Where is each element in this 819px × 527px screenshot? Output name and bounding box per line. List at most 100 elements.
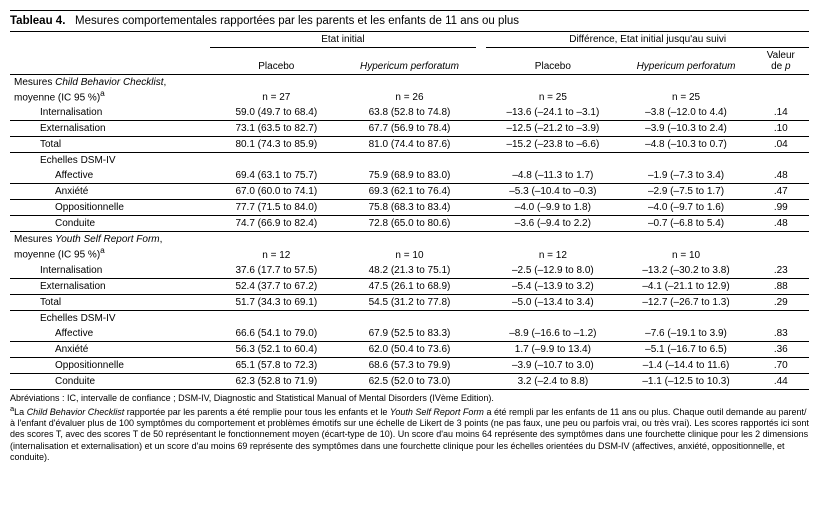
- table-cell: 75.8 (68.3 to 83.4): [343, 200, 476, 216]
- table-cell: [753, 310, 809, 326]
- table-row: Affective66.6 (54.1 to 79.0)67.9 (52.5 t…: [10, 326, 809, 342]
- table-cell: 68.6 (57.3 to 79.9): [343, 357, 476, 373]
- table-cell: n = 26: [343, 75, 476, 106]
- table-cell: –8.9 (–16.6 to –1.2): [486, 326, 619, 342]
- table-cell: –4.0 (–9.7 to 1.6): [619, 200, 752, 216]
- table-cell: 72.8 (65.0 to 80.6): [343, 216, 476, 232]
- table-cell: 56.3 (52.1 to 60.4): [210, 341, 343, 357]
- table-cell: .10: [753, 121, 809, 137]
- col-placebo-d: Placebo: [486, 48, 619, 75]
- table-row: Anxiété67.0 (60.0 to 74.1)69.3 (62.1 to …: [10, 184, 809, 200]
- table-cell: Echelles DSM-IV: [10, 153, 210, 169]
- table-cell: –12.7 (–26.7 to 1.3): [619, 294, 752, 310]
- table-cell: 59.0 (49.7 to 68.4): [210, 105, 343, 121]
- table-cell: n = 12: [486, 232, 619, 263]
- table-cell: Conduite: [10, 373, 210, 389]
- table-cell: –5.3 (–10.4 to –0.3): [486, 184, 619, 200]
- table-cell: –7.6 (–19.1 to 3.9): [619, 326, 752, 342]
- table-cell: –1.9 (–7.3 to 3.4): [619, 168, 752, 184]
- table-cell: Echelles DSM-IV: [10, 310, 210, 326]
- title-prefix: Tableau 4.: [10, 15, 65, 27]
- section-header-ysr: Mesures Youth Self Report Form, moyenne …: [10, 232, 809, 263]
- table-cell: [619, 310, 752, 326]
- table-cell: [476, 326, 486, 342]
- table-cell: 67.0 (60.0 to 74.1): [210, 184, 343, 200]
- table-cell: 62.5 (52.0 to 73.0): [343, 373, 476, 389]
- table-cell: [476, 184, 486, 200]
- table-cell: .48: [753, 168, 809, 184]
- table-cell: –5.0 (–13.4 to 3.4): [486, 294, 619, 310]
- table-cell: Internalisation: [10, 263, 210, 279]
- footnote-abbr: Abréviations : IC, intervalle de confian…: [10, 393, 809, 404]
- table-cell: [476, 294, 486, 310]
- title-rest: Mesures comportementales rapportées par …: [75, 15, 519, 27]
- table-row: Oppositionnelle77.7 (71.5 to 84.0)75.8 (…: [10, 200, 809, 216]
- table-cell: 3.2 (–2.4 to 8.8): [486, 373, 619, 389]
- table-cell: –2.5 (–12.9 to 8.0): [486, 263, 619, 279]
- table-cell: 75.9 (68.9 to 83.0): [343, 168, 476, 184]
- table-cell: 47.5 (26.1 to 68.9): [343, 278, 476, 294]
- table-cell: Affective: [10, 168, 210, 184]
- table-cell: [343, 153, 476, 169]
- table-cell: –5.4 (–13.9 to 3.2): [486, 278, 619, 294]
- table-row: Internalisation59.0 (49.7 to 68.4)63.8 (…: [10, 105, 809, 121]
- table-cell: 69.4 (63.1 to 75.7): [210, 168, 343, 184]
- table-cell: –2.9 (–7.5 to 1.7): [619, 184, 752, 200]
- table-cell: [476, 75, 486, 106]
- table-cell: n = 25: [619, 75, 752, 106]
- table-cell: [753, 232, 809, 263]
- table-cell: .48: [753, 216, 809, 232]
- table-row: Total80.1 (74.3 to 85.9)81.0 (74.4 to 87…: [10, 137, 809, 153]
- table-cell: [753, 153, 809, 169]
- table-cell: 65.1 (57.8 to 72.3): [210, 357, 343, 373]
- table-cell: 80.1 (74.3 to 85.9): [210, 137, 343, 153]
- table-cell: –4.0 (–9.9 to 1.8): [486, 200, 619, 216]
- table-cell: –3.9 (–10.3 to 2.4): [619, 121, 752, 137]
- table-cell: .44: [753, 373, 809, 389]
- table-row: Externalisation73.1 (63.5 to 82.7)67.7 (…: [10, 121, 809, 137]
- table-row: Total51.7 (34.3 to 69.1)54.5 (31.2 to 77…: [10, 294, 809, 310]
- table-cell: .36: [753, 341, 809, 357]
- table-cell: 51.7 (34.3 to 69.1): [210, 294, 343, 310]
- table-cell: .23: [753, 263, 809, 279]
- dsm-header: Echelles DSM-IV: [10, 153, 809, 169]
- table-cell: 81.0 (74.4 to 87.6): [343, 137, 476, 153]
- dsm-header-ysr: Echelles DSM-IV: [10, 310, 809, 326]
- col-hyper-b: Hypericum perforatum: [343, 48, 476, 75]
- table-cell: –15.2 (–23.8 to –6.6): [486, 137, 619, 153]
- table-cell: –0.7 (–6.8 to 5.4): [619, 216, 752, 232]
- ysr-header: Mesures Youth Self Report Form, moyenne …: [10, 232, 210, 263]
- table-row: Externalisation52.4 (37.7 to 67.2)47.5 (…: [10, 278, 809, 294]
- table-cell: [476, 168, 486, 184]
- table-cell: n = 25: [486, 75, 619, 106]
- table-cell: –12.5 (–21.2 to –3.9): [486, 121, 619, 137]
- table-cell: .29: [753, 294, 809, 310]
- table-cell: –5.1 (–16.7 to 6.5): [619, 341, 752, 357]
- table-cell: –3.8 (–12.0 to 4.4): [619, 105, 752, 121]
- table-cell: [476, 263, 486, 279]
- table-cell: –13.2 (–30.2 to 3.8): [619, 263, 752, 279]
- table-cell: [476, 232, 486, 263]
- table-cell: .14: [753, 105, 809, 121]
- table-cell: Externalisation: [10, 278, 210, 294]
- table-cell: [619, 153, 752, 169]
- table-cell: 1.7 (–9.9 to 13.4): [486, 341, 619, 357]
- table-cell: Anxiété: [10, 341, 210, 357]
- table-cell: [476, 153, 486, 169]
- table-cell: n = 10: [343, 232, 476, 263]
- table-cell: 52.4 (37.7 to 67.2): [210, 278, 343, 294]
- table-cell: Externalisation: [10, 121, 210, 137]
- table-cell: n = 10: [619, 232, 752, 263]
- table-cell: [476, 357, 486, 373]
- table-cell: –4.1 (–21.1 to 12.9): [619, 278, 752, 294]
- table-row: Internalisation37.6 (17.7 to 57.5)48.2 (…: [10, 263, 809, 279]
- footnote-a: aLa Child Behavior Checklist rapportée p…: [10, 404, 809, 463]
- table-cell: Anxiété: [10, 184, 210, 200]
- table-cell: [476, 310, 486, 326]
- table-cell: [476, 278, 486, 294]
- col-hyper-d: Hypericum perforatum: [619, 48, 752, 75]
- table-cell: 63.8 (52.8 to 74.8): [343, 105, 476, 121]
- table-cell: Oppositionnelle: [10, 357, 210, 373]
- hyper-italic-2: Hypericum perforatum: [637, 61, 736, 72]
- table-cell: 62.0 (50.4 to 73.6): [343, 341, 476, 357]
